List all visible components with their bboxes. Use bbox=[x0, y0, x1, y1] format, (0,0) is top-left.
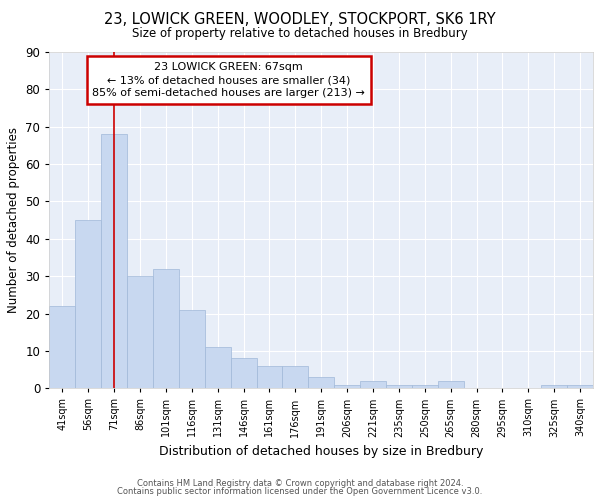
Bar bbox=[360, 381, 386, 388]
Text: Contains HM Land Registry data © Crown copyright and database right 2024.: Contains HM Land Registry data © Crown c… bbox=[137, 478, 463, 488]
Text: 23 LOWICK GREEN: 67sqm
← 13% of detached houses are smaller (34)
85% of semi-det: 23 LOWICK GREEN: 67sqm ← 13% of detached… bbox=[92, 62, 365, 98]
Text: 23, LOWICK GREEN, WOODLEY, STOCKPORT, SK6 1RY: 23, LOWICK GREEN, WOODLEY, STOCKPORT, SK… bbox=[104, 12, 496, 28]
Bar bbox=[49, 306, 75, 388]
Bar bbox=[257, 366, 283, 388]
Bar bbox=[179, 310, 205, 388]
Bar bbox=[205, 347, 230, 389]
X-axis label: Distribution of detached houses by size in Bredbury: Distribution of detached houses by size … bbox=[159, 445, 484, 458]
Bar bbox=[334, 384, 360, 388]
Bar bbox=[308, 377, 334, 388]
Bar bbox=[438, 381, 464, 388]
Bar bbox=[283, 366, 308, 388]
Text: Size of property relative to detached houses in Bredbury: Size of property relative to detached ho… bbox=[132, 28, 468, 40]
Bar bbox=[386, 384, 412, 388]
Bar bbox=[567, 384, 593, 388]
Bar bbox=[101, 134, 127, 388]
Bar bbox=[412, 384, 438, 388]
Bar bbox=[230, 358, 257, 388]
Bar bbox=[75, 220, 101, 388]
Bar bbox=[127, 276, 153, 388]
Bar bbox=[153, 268, 179, 388]
Y-axis label: Number of detached properties: Number of detached properties bbox=[7, 127, 20, 313]
Bar bbox=[541, 384, 567, 388]
Text: Contains public sector information licensed under the Open Government Licence v3: Contains public sector information licen… bbox=[118, 487, 482, 496]
